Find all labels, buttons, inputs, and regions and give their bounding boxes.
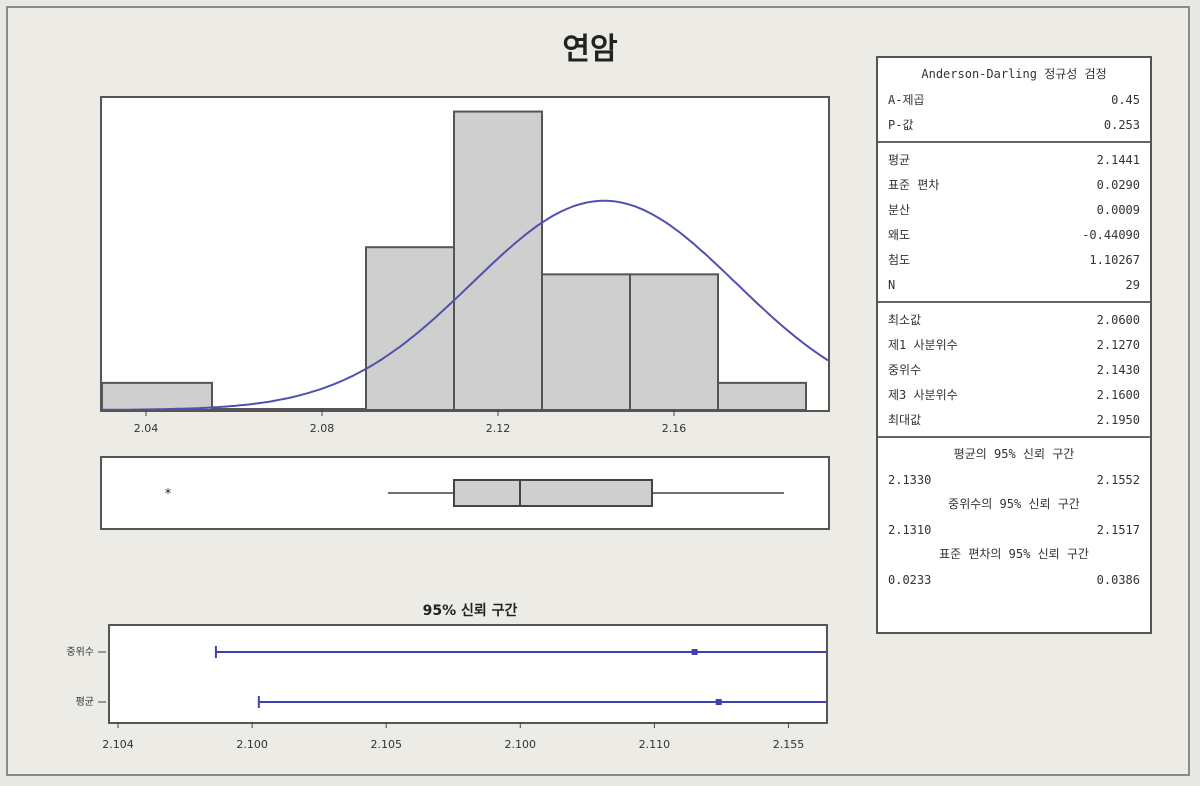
x-tick-label: 2.100	[236, 738, 267, 751]
stat-label: P-값	[888, 118, 914, 132]
stat-value: 0.0290	[1096, 177, 1140, 192]
stat-row: 제3 사분위수 2.1600	[888, 382, 1140, 407]
stat-value: 0.45	[1111, 92, 1140, 107]
stat-value: 29	[1125, 277, 1140, 292]
stat-label: 최소값	[888, 313, 922, 327]
quantiles-section: 최소값 2.0600 제1 사분위수 2.1270 중위수 2.1430 제3 사분위…	[878, 303, 1150, 438]
x-tick-label: 2.155	[773, 738, 805, 751]
x-tick-label: 2.12	[486, 422, 511, 435]
stat-value: 2.1430	[1096, 362, 1140, 377]
median-ci-title: 중위수의 95% 신뢰 구간	[948, 497, 1080, 511]
x-tick-label: 2.104	[102, 738, 134, 751]
histogram-bar	[541, 273, 631, 411]
stat-value: 0.253	[1103, 117, 1140, 132]
intervals-section: 평균의 95% 신뢰 구간 2.1330 2.1552 중위수의 95% 신뢰 구…	[878, 438, 1150, 596]
sd-ci-title: 표준 편차의 95% 신뢰 구간	[939, 547, 1089, 561]
outlier-marker: *	[165, 487, 172, 502]
sd-ci-row: 0.0233 0.0386	[888, 567, 1140, 592]
x-tick-label: 2.100	[505, 738, 536, 751]
ci-high: 2.1552	[1096, 472, 1140, 487]
stat-row: A-제곱 0.45	[888, 87, 1140, 112]
stat-label: N	[888, 277, 896, 292]
ci-high: 0.0386	[1096, 572, 1140, 587]
stat-value: 2.0600	[1096, 312, 1140, 327]
stat-row: 중위수 2.1430	[888, 357, 1140, 382]
stat-row: 최소값 2.0600	[888, 307, 1140, 332]
normal-fit-curve	[102, 199, 829, 411]
stat-label: 평균	[888, 153, 911, 167]
stat-label: 중위수	[888, 363, 922, 377]
normality-section: Anderson-Darling 정규성 검정 A-제곱 0.45 P-값 0.25…	[878, 58, 1150, 143]
x-tick-label: 2.04	[134, 422, 159, 435]
boxplot-chart: *	[165, 479, 784, 507]
ci-low: 2.1330	[888, 472, 932, 487]
histogram-bar	[453, 110, 543, 412]
histogram-bar	[101, 381, 213, 412]
stat-value: 1.10267	[1089, 252, 1140, 267]
histogram-chart	[101, 110, 829, 412]
stat-label: 표준 편차	[888, 178, 940, 192]
histogram-bar	[629, 273, 719, 411]
page-title: 연암	[562, 32, 618, 67]
stat-row: 분산 0.0009	[888, 197, 1140, 222]
stat-label: 제3 사분위수	[888, 388, 958, 402]
x-tick-label: 2.16	[662, 422, 687, 435]
x-tick-label: 2.08	[310, 422, 335, 435]
ci-low: 2.1310	[888, 522, 932, 537]
ci-row-label: 평균	[76, 696, 94, 708]
ci-chart	[214, 646, 1019, 708]
stat-label: 왜도	[888, 228, 911, 242]
ci-x-axis: 2.104 2.100 2.105 2.100 2.110 2.155	[102, 722, 805, 751]
stat-row: 최대값 2.1950	[888, 407, 1140, 432]
stat-value: 2.1270	[1096, 337, 1140, 352]
histogram-panel	[100, 96, 830, 412]
stat-value: 0.0009	[1096, 202, 1140, 217]
stat-row: P-값 0.253	[888, 112, 1140, 137]
histogram-bar	[717, 381, 807, 412]
stat-value: 2.1600	[1096, 387, 1140, 402]
stat-row: 표준 편차 0.0290	[888, 172, 1140, 197]
ci-high: 2.1517	[1096, 522, 1140, 537]
median-ci-row: 2.1310 2.1517	[888, 517, 1140, 542]
x-tick-label: 2.110	[639, 738, 671, 751]
stat-row: 첨도 1.10267	[888, 247, 1140, 272]
ci-row-label: 중위수	[66, 645, 94, 658]
stat-value: -0.44090	[1082, 227, 1140, 242]
interquartile-box	[453, 479, 653, 507]
stat-label: 첨도	[888, 253, 911, 267]
mean-ci-row: 2.1330 2.1552	[888, 467, 1140, 492]
ci-center-marker	[691, 649, 698, 655]
stat-label: 제1 사분위수	[888, 338, 958, 352]
boxplot-panel: *	[100, 456, 830, 530]
stat-label: 분산	[888, 203, 911, 217]
stat-row: 평균 2.1441	[888, 147, 1140, 172]
ci-low: 0.0233	[888, 572, 932, 587]
x-tick-label: 2.105	[370, 738, 402, 751]
histogram-bar	[365, 246, 455, 411]
stat-value: 2.1950	[1096, 412, 1140, 427]
stat-row: 왜도 -0.44090	[888, 222, 1140, 247]
ci-panel	[108, 624, 1019, 724]
ci-center-marker	[715, 699, 722, 705]
stat-label: A-제곱	[888, 93, 925, 107]
mean-ci-title: 평균의 95% 신뢰 구간	[953, 447, 1075, 461]
summary-stats-panel: Anderson-Darling 정규성 검정 A-제곱 0.45 P-값 0.25…	[876, 56, 1152, 634]
stat-row: 제1 사분위수 2.1270	[888, 332, 1140, 357]
descriptive-section: 평균 2.1441 표준 편차 0.0290 분산 0.0009 왜도 -0.44090…	[878, 143, 1150, 303]
stat-value: 2.1441	[1096, 152, 1140, 167]
stat-label: 최대값	[888, 413, 922, 427]
histogram-x-axis: 2.042.082.122.162.20	[134, 410, 687, 435]
ci-chart-title: 95% 신뢰 구간	[422, 603, 518, 619]
stat-row: N 29	[888, 272, 1140, 297]
normality-header: Anderson-Darling 정규성 검정	[921, 67, 1107, 81]
